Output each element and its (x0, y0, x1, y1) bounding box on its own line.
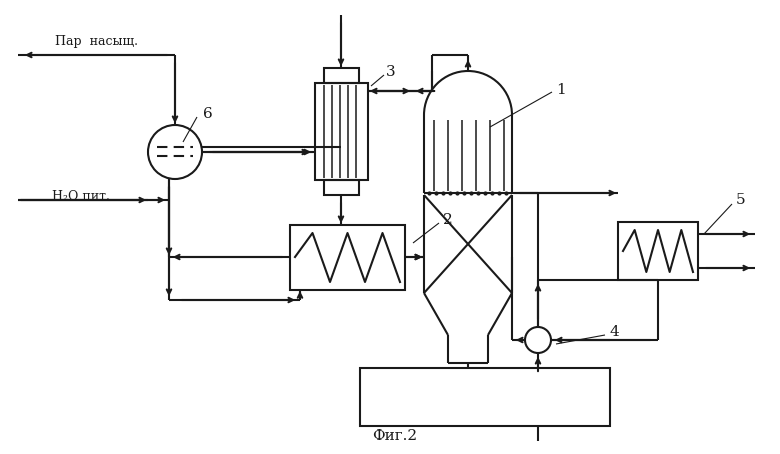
Bar (324, 180, 359, 195)
Bar (290, 225, 405, 290)
Bar (360, 368, 610, 426)
Text: H₂O пит.: H₂O пит. (52, 189, 110, 202)
Text: 4: 4 (610, 325, 620, 339)
Text: 2: 2 (443, 213, 452, 227)
Text: Фиг.2: Фиг.2 (372, 429, 417, 443)
Text: 6: 6 (203, 107, 213, 121)
Bar (324, 68, 359, 83)
Text: Пар  насыщ.: Пар насыщ. (55, 35, 138, 49)
Text: 1: 1 (556, 83, 566, 97)
Text: 3: 3 (386, 65, 395, 79)
Text: 5: 5 (736, 193, 746, 207)
Bar (618, 222, 698, 280)
Bar (315, 83, 368, 180)
